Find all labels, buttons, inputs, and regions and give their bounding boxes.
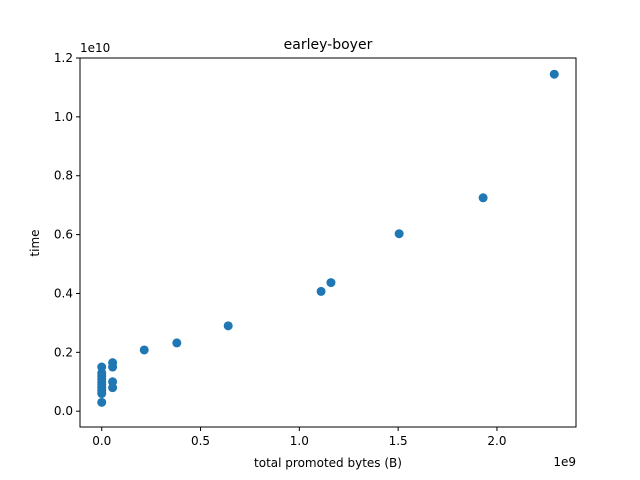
y-tick-label-4: 0.8 xyxy=(54,169,73,183)
data-point-18 xyxy=(326,278,336,288)
x-tick-label-3: 1.5 xyxy=(389,434,408,448)
data-point-11 xyxy=(108,377,118,387)
x-axis-offset-text: 1e9 xyxy=(553,455,576,469)
x-tick-label-1: 0.5 xyxy=(191,434,210,448)
y-axis-label: time xyxy=(28,229,42,256)
data-point-17 xyxy=(316,286,326,296)
data-point-20 xyxy=(478,193,488,203)
chart-title: earley-boyer xyxy=(284,37,373,53)
data-point-0 xyxy=(97,397,107,407)
x-tick-label-4: 2.0 xyxy=(487,434,506,448)
data-point-15 xyxy=(172,338,182,348)
data-point-13 xyxy=(108,358,118,368)
points-layer xyxy=(97,69,559,407)
data-point-9 xyxy=(97,362,107,372)
x-axis-label: total promoted bytes (B) xyxy=(254,456,402,470)
y-tick-label-2: 0.4 xyxy=(54,286,73,300)
data-point-16 xyxy=(223,321,233,331)
y-tick-label-1: 0.2 xyxy=(54,345,73,359)
data-point-19 xyxy=(394,229,404,239)
data-point-14 xyxy=(139,345,149,355)
x-axis-ticks: 0.0 0.5 1.0 1.5 2.0 xyxy=(92,427,507,448)
data-point-21 xyxy=(549,69,559,79)
y-tick-label-5: 1.0 xyxy=(54,110,73,124)
plot-area-frame xyxy=(79,57,577,428)
y-tick-label-6: 1.2 xyxy=(54,51,73,65)
y-tick-label-3: 0.6 xyxy=(54,228,73,242)
y-axis-offset-text: 1e10 xyxy=(80,41,110,55)
y-axis-ticks: 0.0 0.2 0.4 0.6 0.8 1.0 1.2 xyxy=(54,51,80,418)
y-tick-label-0: 0.0 xyxy=(54,404,73,418)
x-tick-label-0: 0.0 xyxy=(92,434,111,448)
x-tick-label-2: 1.0 xyxy=(290,434,309,448)
